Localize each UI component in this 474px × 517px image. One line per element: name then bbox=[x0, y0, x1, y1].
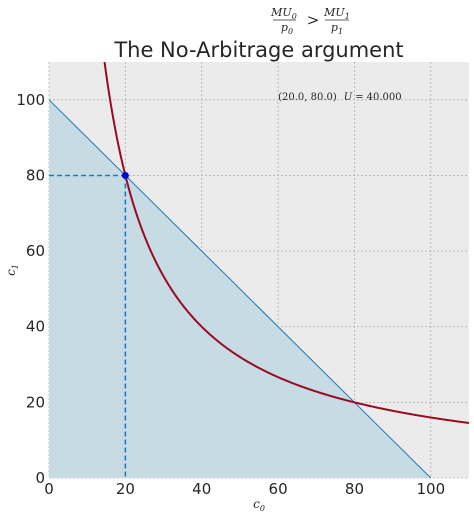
formula-operator: > bbox=[307, 11, 320, 29]
rhs-numerator: MU1 bbox=[323, 6, 350, 21]
lhs-numerator: MU0 bbox=[270, 6, 297, 21]
suptitle-formula: MU0 p0 > MU1 p1 bbox=[270, 6, 350, 36]
point-annotation: (20.0, 80.0) U = 40.000 bbox=[278, 92, 402, 103]
x-tick-label: 20 bbox=[116, 480, 135, 498]
budget-line bbox=[49, 99, 432, 478]
y-tick-label: 0 bbox=[35, 469, 45, 487]
x-tick-label: 60 bbox=[269, 480, 288, 498]
optimal-point bbox=[121, 171, 129, 179]
lhs-denominator: p0 bbox=[281, 21, 293, 36]
x-axis-label: c0 bbox=[253, 497, 265, 513]
y-axis-label: c1 bbox=[4, 264, 20, 276]
rhs-denominator: p1 bbox=[331, 21, 343, 36]
x-tick-label: 80 bbox=[345, 480, 364, 498]
data-layer bbox=[49, 62, 469, 478]
y-tick-label: 20 bbox=[26, 393, 45, 411]
ticks: 0 20 40 60 80 100 0 20 40 60 80 100 bbox=[16, 91, 445, 498]
indifference-curve bbox=[103, 62, 469, 424]
y-tick-label: 60 bbox=[26, 242, 45, 260]
x-tick-label: 40 bbox=[192, 480, 211, 498]
chart-title: The No-Arbitrage argument bbox=[113, 38, 403, 62]
y-tick-label: 40 bbox=[26, 318, 45, 336]
x-tick-label: 0 bbox=[44, 480, 54, 498]
x-tick-label: 100 bbox=[416, 480, 445, 498]
y-tick-label: 100 bbox=[16, 91, 45, 109]
y-tick-label: 80 bbox=[26, 166, 45, 184]
